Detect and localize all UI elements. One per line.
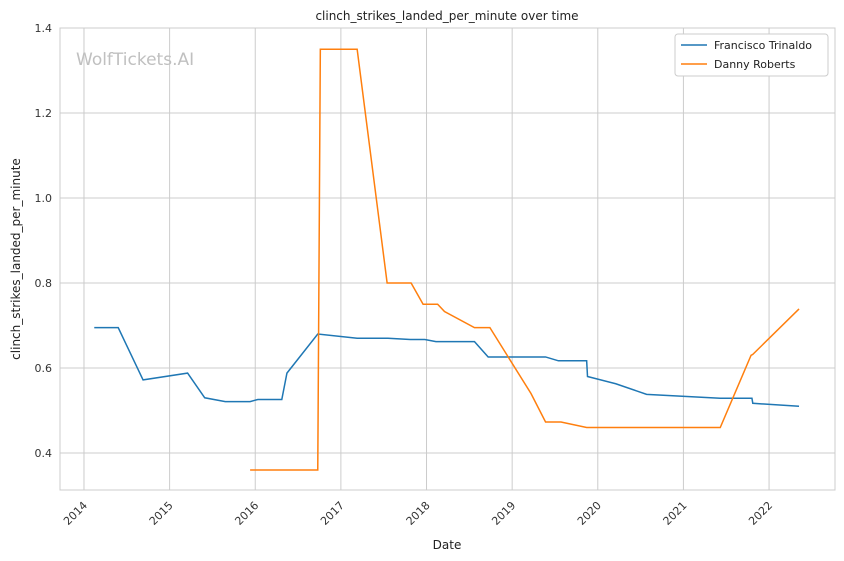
y-tick-label: 1.2 — [35, 107, 53, 120]
y-tick-label: 1.0 — [35, 192, 53, 205]
chart-title: clinch_strikes_landed_per_minute over ti… — [315, 9, 578, 23]
y-tick-label: 1.4 — [35, 22, 53, 35]
y-tick-label: 0.6 — [35, 362, 53, 375]
x-tick-labels: 2014 2015 2016 2017 2018 2019 2020 2021 2022 — [61, 499, 775, 528]
watermark: WolfTickets.AI — [76, 50, 194, 70]
x-tick-label: 2020 — [575, 499, 604, 528]
plot-area-frame — [59, 27, 836, 491]
x-tick-label: 2014 — [61, 499, 90, 528]
legend: Francisco Trinaldo Danny Roberts — [674, 33, 829, 77]
x-tick-label: 2021 — [661, 499, 690, 528]
x-tick-label: 2016 — [232, 499, 261, 528]
legend-label-roberts: Danny Roberts — [714, 58, 796, 71]
y-tick-labels: 0.4 0.6 0.8 1.0 1.2 1.4 — [35, 22, 53, 460]
y-axis-label: clinch_strikes_landed_per_minute — [9, 158, 23, 360]
series-line-danny-roberts — [250, 48, 800, 471]
series-lines — [94, 48, 800, 471]
legend-label-trinaldo: Francisco Trinaldo — [714, 39, 812, 52]
series-line-francisco-trinaldo — [94, 326, 800, 408]
x-tick-label: 2022 — [746, 499, 775, 528]
grid — [60, 27, 835, 490]
y-tick-label: 0.8 — [35, 277, 53, 290]
x-tick-label: 2017 — [318, 499, 347, 528]
y-tick-label: 0.4 — [35, 447, 53, 460]
x-tick-label: 2019 — [489, 499, 518, 528]
x-tick-label: 2018 — [404, 499, 433, 528]
x-axis-label: Date — [433, 538, 462, 552]
x-tick-label: 2015 — [147, 499, 176, 528]
